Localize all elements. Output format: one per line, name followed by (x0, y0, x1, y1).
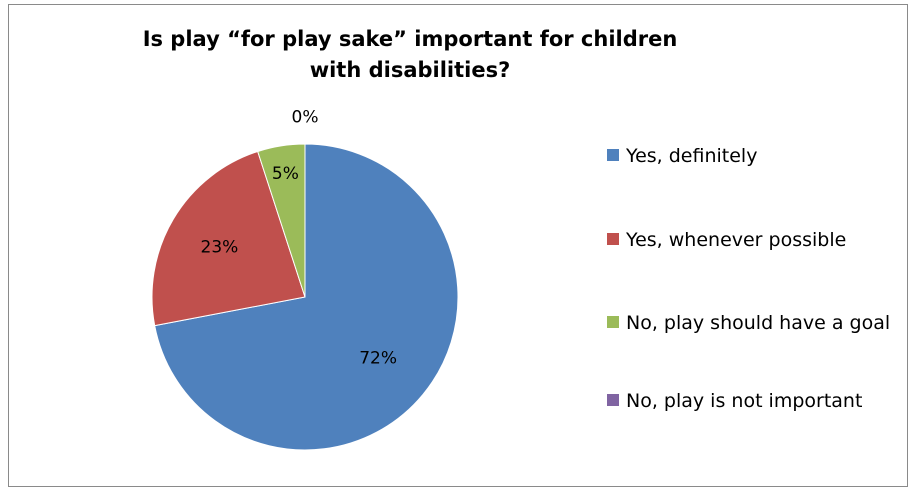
legend-label: No, play is not important (626, 390, 863, 412)
legend-label: No, play should have a goal (626, 312, 891, 334)
data-label-no-play-should-have-a-goal: 5% (272, 164, 299, 184)
data-label-no-play-is-not-important: 0% (292, 107, 319, 127)
chart-frame (8, 4, 908, 487)
data-label-yes-definitely: 72% (359, 348, 397, 368)
legend-swatch-yes-whenever-possible (607, 233, 619, 245)
legend-label: Yes, whenever possible (626, 229, 847, 251)
data-label-yes-whenever-possible: 23% (201, 237, 239, 257)
legend-swatch-no-play-is-not-important (607, 394, 619, 406)
pie-slice-no-play-should-have-a-goal (257, 143, 306, 298)
legend-swatch-no-play-should-have-a-goal (607, 316, 619, 328)
pie-slice-yes-whenever-possible (151, 150, 306, 327)
legend-swatch-yes-definitely (607, 149, 619, 161)
pie-slice-yes-definitely (154, 143, 459, 451)
legend-label: Yes, definitely (626, 145, 758, 167)
chart-title: Is play “for play sake” important for ch… (142, 27, 678, 82)
